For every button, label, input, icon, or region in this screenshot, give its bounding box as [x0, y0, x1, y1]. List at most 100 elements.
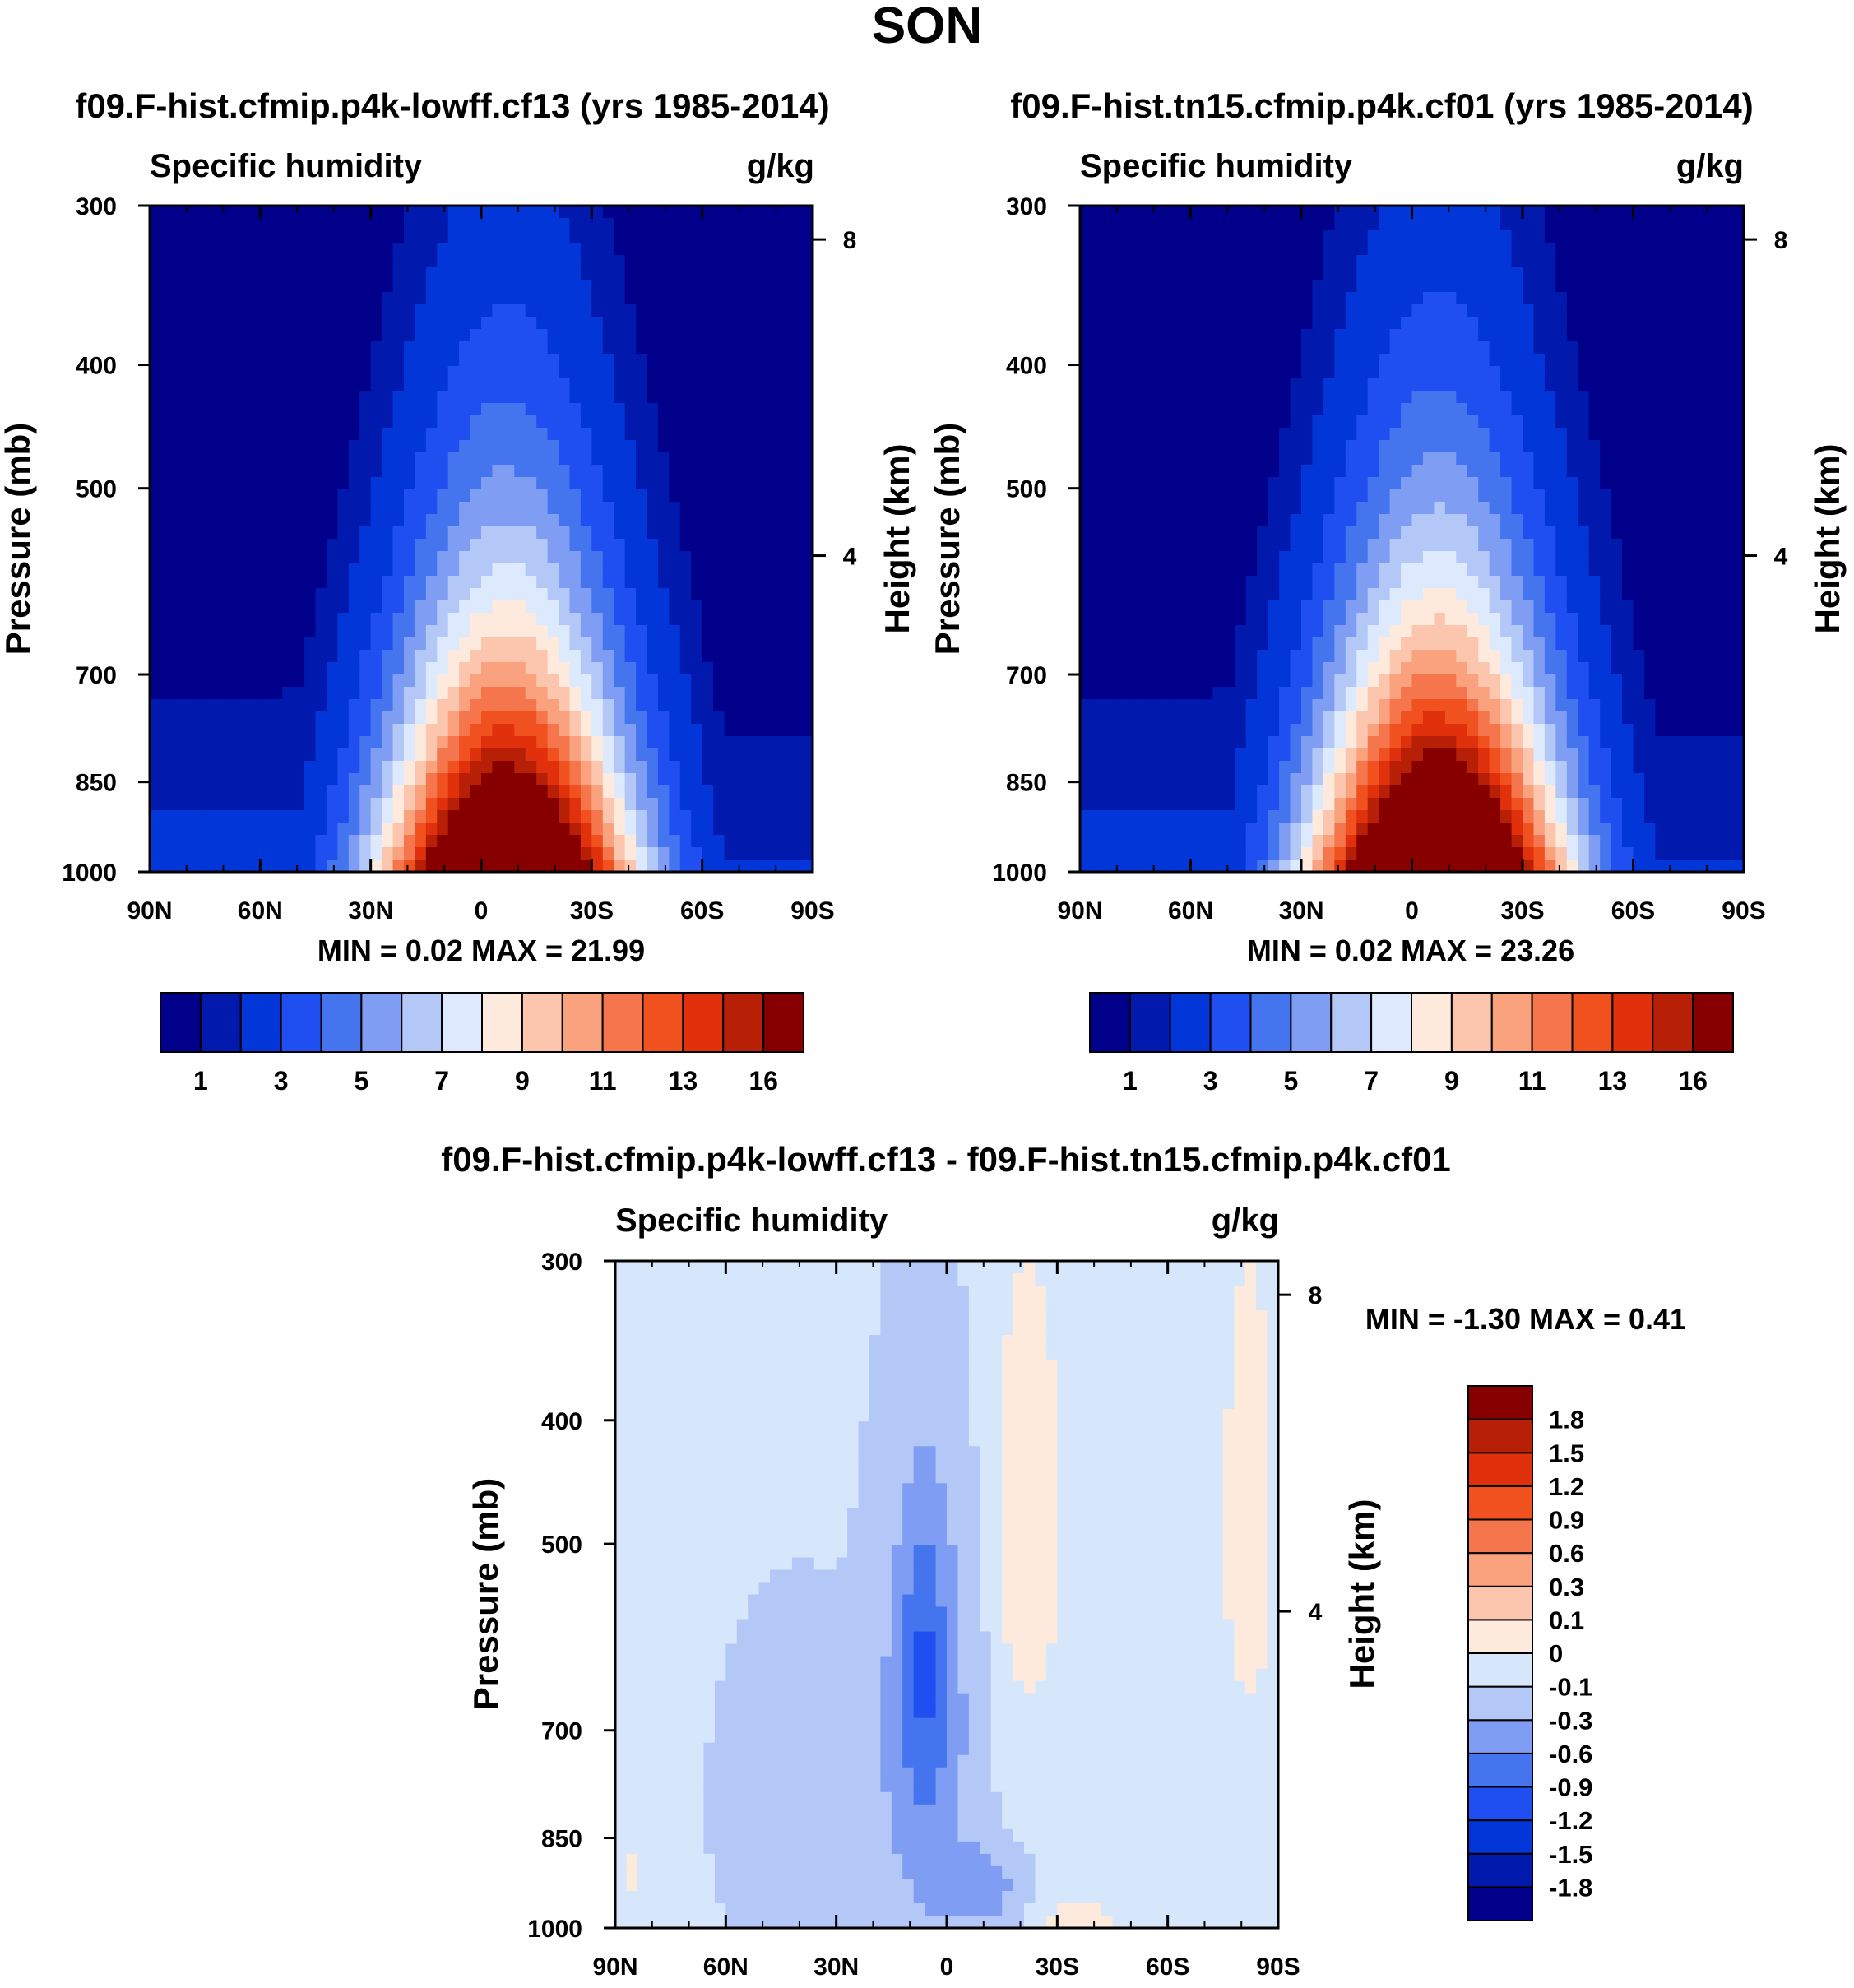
contour-cell: [171, 292, 184, 305]
contour-cell: [657, 465, 670, 478]
contour-cell: [1201, 724, 1214, 737]
contour-cell: [470, 724, 482, 737]
contour-cell: [746, 576, 758, 589]
contour-cell: [1223, 280, 1236, 293]
contour-cell: [647, 798, 659, 811]
contour-cell: [337, 354, 350, 367]
contour-cell: [437, 218, 449, 231]
contour-cell: [801, 415, 813, 429]
contour-cell: [1101, 588, 1115, 601]
contour-cell: [304, 415, 317, 429]
contour-cell: [437, 835, 449, 848]
contour-cell: [757, 773, 770, 786]
contour-cell: [1367, 539, 1379, 552]
contour-cell: [1168, 860, 1180, 873]
contour-cell: [1356, 428, 1369, 441]
contour-cell: [282, 526, 294, 540]
contour-cell: [403, 860, 416, 873]
contour-cell: [492, 230, 504, 243]
contour-cell: [492, 255, 504, 268]
contour-cell: [746, 206, 758, 219]
contour-cell: [669, 600, 681, 614]
contour-cell: [713, 563, 725, 577]
contour-cell: [602, 588, 614, 601]
contour-cell: [1223, 711, 1236, 725]
contour-cell: [359, 563, 372, 577]
contour-cell: [624, 637, 637, 651]
contour-cell: [326, 650, 339, 663]
contour-cell: [425, 526, 438, 540]
contour-cell: [425, 230, 438, 243]
contour-cell: [779, 748, 791, 762]
contour-cell: [481, 823, 494, 836]
contour-cell: [183, 477, 195, 490]
contour-cell: [1345, 292, 1358, 305]
contour-cell: [1334, 218, 1346, 231]
contour-cell: [1113, 502, 1125, 515]
contour-cell: [193, 860, 206, 873]
contour-cell: [1180, 415, 1192, 429]
contour-cell: [669, 218, 681, 231]
contour-cell: [647, 502, 659, 515]
contour-cell: [403, 637, 416, 651]
contour-cell: [503, 563, 516, 577]
contour-cell: [1146, 341, 1158, 355]
contour-cell: [1323, 736, 1336, 749]
contour-cell: [636, 650, 648, 663]
contour-cell: [1268, 415, 1280, 429]
contour-cell: [403, 823, 416, 836]
contour-cell: [503, 378, 516, 392]
contour-cell: [1080, 835, 1092, 848]
contour-cell: [591, 280, 604, 293]
contour-cell: [238, 711, 250, 725]
contour-cell: [382, 243, 394, 256]
contour-cell: [569, 452, 582, 466]
contour-cell: [1312, 662, 1324, 675]
contour-cell: [1312, 835, 1324, 848]
contour-cell: [647, 563, 659, 577]
contour-cell: [415, 354, 427, 367]
contour-cell: [248, 218, 262, 231]
contour-cell: [382, 329, 394, 342]
contour-cell: [624, 711, 637, 725]
contour-cell: [160, 773, 173, 786]
contour-cell: [691, 637, 703, 651]
contour-cell: [315, 341, 327, 355]
contour-cell: [238, 230, 250, 243]
y-tick-label: 500: [76, 476, 117, 503]
contour-cell: [503, 292, 516, 305]
contour-cell: [580, 280, 593, 293]
contour-cell: [1323, 539, 1336, 552]
contour-cell: [1257, 489, 1269, 503]
contour-cell: [1301, 391, 1314, 404]
contour-cell: [757, 785, 770, 799]
contour-cell: [437, 625, 449, 638]
contour-cell: [1257, 403, 1269, 416]
contour-cell: [1146, 292, 1158, 305]
contour-cell: [514, 428, 526, 441]
contour-cell: [735, 477, 748, 490]
contour-cell: [1223, 366, 1236, 379]
contour-cell: [415, 810, 427, 823]
contour-cell: [238, 860, 250, 873]
contour-cell: [1223, 625, 1236, 638]
contour-cell: [801, 255, 813, 268]
contour-cell: [691, 650, 703, 663]
contour-cell: [392, 526, 405, 540]
contour-cell: [293, 280, 305, 293]
contour-cell: [271, 218, 283, 231]
contour-cell: [1135, 280, 1147, 293]
contour-cell: [150, 563, 162, 577]
contour-cell: [1212, 428, 1225, 441]
contour-cell: [1301, 662, 1314, 675]
contour-cell: [1379, 613, 1391, 626]
contour-cell: [183, 724, 195, 737]
contour-cell: [536, 391, 549, 404]
contour-cell: [271, 588, 283, 601]
contour-cell: [1345, 835, 1358, 848]
contour-cell: [425, 563, 438, 577]
contour-cell: [1379, 267, 1391, 280]
contour-cell: [1113, 329, 1125, 342]
contour-cell: [779, 699, 791, 712]
contour-cell: [1245, 304, 1258, 317]
